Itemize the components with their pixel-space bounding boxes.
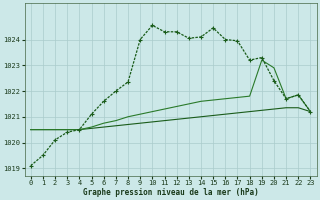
X-axis label: Graphe pression niveau de la mer (hPa): Graphe pression niveau de la mer (hPa) xyxy=(83,188,259,197)
